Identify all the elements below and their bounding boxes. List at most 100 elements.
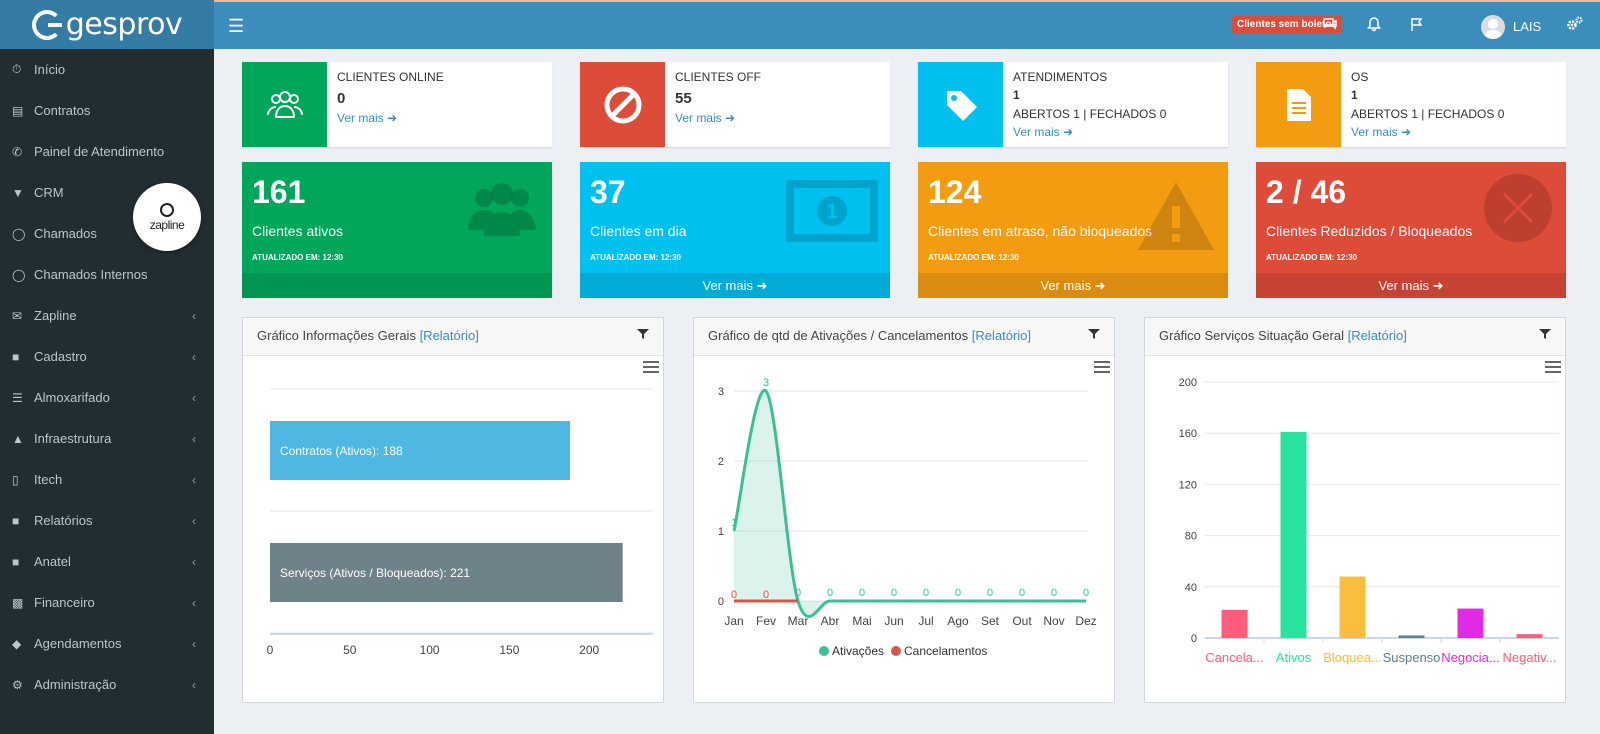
panel-servicos-situacao: Gráfico Serviços Situação Geral [Relatór…: [1144, 317, 1566, 703]
relatorio-link[interactable]: [Relatório]: [1347, 328, 1407, 343]
chevron-left-icon: ‹: [192, 513, 196, 528]
logo-g-icon: [31, 9, 62, 40]
sidebar-item-cadastro[interactable]: ■ Cadastro ‹: [0, 336, 214, 377]
sidebar-item-relatorios[interactable]: ■ Relatórios ‹: [0, 500, 214, 541]
data-label-ativacoes: 0: [795, 587, 801, 599]
data-label-ativacoes: 0: [923, 587, 929, 599]
hamburger-menu-icon[interactable]: ☰: [228, 16, 245, 36]
bell-icon[interactable]: [1366, 16, 1382, 37]
panel-header: Gráfico Serviços Situação Geral [Relatór…: [1145, 318, 1565, 356]
vertical-bar-chart: 0 40 80 120 160 200 Cancela... Ativos Bloquea...…: [1179, 377, 1559, 665]
flag-icon[interactable]: [1409, 16, 1425, 37]
relatorio-link[interactable]: [Relatório]: [419, 328, 479, 343]
y-tick-label: 3: [718, 386, 724, 398]
y-tick-label: 0: [718, 596, 724, 608]
small-box-footer[interactable]: Ver mais ➜: [918, 273, 1228, 298]
sidebar-item-label: Anatel: [34, 554, 71, 569]
small-box-footer[interactable]: Ver mais ➜: [1256, 273, 1566, 298]
app-logo[interactable]: gesprov: [0, 0, 214, 49]
arrow-circle-right-icon: ➜: [1063, 125, 1074, 139]
small-box-clientes-ativos: 161 Clientes ativos ATUALIZADO EM: 12:30: [242, 162, 552, 298]
x-tick-label: Fev: [756, 614, 776, 628]
x-tick-label: Ativos: [1276, 650, 1312, 665]
sidebar-item-inicio[interactable]: ⏱ Início: [0, 49, 214, 90]
arrow-circle-right-icon: ➜: [1094, 278, 1106, 293]
y-tick-label: 160: [1179, 428, 1197, 440]
ver-mais-link[interactable]: Ver mais ➜: [337, 111, 398, 125]
x-tick-label: Mar: [788, 614, 809, 628]
dashboard-icon: ⏱: [12, 62, 22, 76]
sidebar-item-anatel[interactable]: ■ Anatel ‹: [0, 541, 214, 582]
info-box-value: 1: [1013, 88, 1020, 102]
zapline-chat-bubble[interactable]: zapline: [133, 183, 201, 251]
filter-icon[interactable]: [1539, 328, 1551, 343]
chevron-left-icon: ‹: [192, 390, 196, 405]
ver-mais-link[interactable]: Ver mais ➜: [1013, 125, 1074, 139]
ver-mais-link[interactable]: Ver mais ➜: [675, 111, 736, 125]
small-box-label: Clientes ativos: [252, 223, 344, 239]
info-box-atendimentos: ATENDIMENTOS 1 ABERTOS 1 | FECHADOS 0 Ve…: [918, 62, 1228, 147]
user-avatar[interactable]: [1481, 15, 1505, 39]
small-box-clientes-em-atraso: 124 Clientes em atraso, não bloqueados A…: [918, 162, 1228, 298]
info-box-os: OS 1 ABERTOS 1 | FECHADOS 0 Ver mais ➜: [1256, 62, 1566, 147]
sidebar-item-chamados[interactable]: ◯ Chamados: [0, 213, 214, 254]
book-icon: ■: [12, 554, 20, 569]
document-icon: [1256, 62, 1341, 147]
chevron-left-icon: ‹: [192, 677, 196, 692]
x-tick-label: Nov: [1043, 614, 1064, 628]
sidebar-item-label: Itech: [34, 472, 63, 487]
data-label-cancelamentos: 0: [763, 589, 769, 601]
relatorio-link[interactable]: [Relatório]: [971, 328, 1032, 343]
sidebar-item-label: CRM: [34, 185, 64, 200]
x-tick-label: 50: [343, 643, 357, 657]
x-tick-label: Out: [1012, 614, 1032, 628]
chart-menu-icon[interactable]: [643, 360, 659, 378]
x-tick-label: Ago: [947, 614, 969, 628]
top-navbar: ☰ Clientes sem boletos LAIS: [214, 0, 1600, 49]
small-box-updated: ATUALIZADO EM: 12:30: [928, 253, 1019, 262]
cogs-icon[interactable]: [1566, 16, 1584, 37]
small-box-footer[interactable]: [242, 273, 552, 298]
sidebar-item-chamados-internos[interactable]: ◯ Chamados Internos: [0, 254, 214, 295]
money-icon: ▩: [12, 595, 24, 610]
ban-icon: [580, 62, 665, 147]
x-tick-label: Suspenso: [1383, 650, 1441, 665]
x-tick-label: 200: [579, 643, 599, 657]
chat-icon[interactable]: [1322, 16, 1338, 37]
sidebar-item-contratos[interactable]: ▤ Contratos: [0, 90, 214, 131]
chart-menu-icon[interactable]: [1545, 360, 1561, 378]
user-name[interactable]: LAIS: [1513, 19, 1542, 34]
sidebar-item-administracao[interactable]: ⚙ Administração ‹: [0, 664, 214, 705]
sidebar-item-almoxarifado[interactable]: ☰ Almoxarifado ‹: [0, 377, 214, 418]
arrow-circle-right-icon: ➜: [725, 111, 736, 125]
tag-icon: ◆: [12, 636, 22, 651]
x-tick-label: Mai: [852, 614, 871, 628]
bar-data-label: Serviços (Ativos / Bloqueados): 221: [280, 566, 470, 580]
sidebar-item-label: Cadastro: [34, 349, 87, 364]
sidebar-item-label: Início: [34, 62, 66, 77]
data-label-ativacoes: 0: [955, 587, 961, 599]
sidebar-item-zapline[interactable]: ✉ Zapline ‹: [0, 295, 214, 336]
sidebar-item-crm[interactable]: ▼ CRM: [0, 172, 214, 213]
chevron-left-icon: ‹: [192, 636, 196, 651]
arrow-circle-right-icon: ➜: [1432, 278, 1444, 293]
ver-mais-link[interactable]: Ver mais ➜: [1351, 125, 1412, 139]
sidebar-item-painel-atendimento[interactable]: ✆ Painel de Atendimento: [0, 131, 214, 172]
filter-icon[interactable]: [637, 328, 649, 343]
sidebar-item-label: Relatórios: [34, 513, 93, 528]
info-box-title: ATENDIMENTOS: [1013, 70, 1108, 84]
info-box-value: 1: [1351, 88, 1358, 102]
bar-data-label: Contratos (Ativos): 188: [280, 444, 403, 458]
clients-without-bills-badge[interactable]: Clientes sem boletos: [1232, 16, 1343, 33]
y-tick-label: 80: [1185, 531, 1197, 543]
chart-menu-icon[interactable]: [1094, 360, 1110, 378]
filter-icon[interactable]: [1088, 328, 1100, 343]
sidebar-item-itech[interactable]: ▯ Itech ‹: [0, 459, 214, 500]
sidebar-item-infraestrutura[interactable]: ▲ Infraestrutura ‹: [0, 418, 214, 459]
sidebar-item-label: Chamados: [34, 226, 97, 241]
panel-informacoes-gerais: Gráfico Informações Gerais [Relatório] C…: [242, 317, 664, 703]
sidebar-item-agendamentos[interactable]: ◆ Agendamentos ‹: [0, 623, 214, 664]
small-box-footer[interactable]: Ver mais ➜: [580, 273, 890, 298]
x-tick-label: 0: [267, 643, 274, 657]
sidebar-item-financeiro[interactable]: ▩ Financeiro ‹: [0, 582, 214, 623]
